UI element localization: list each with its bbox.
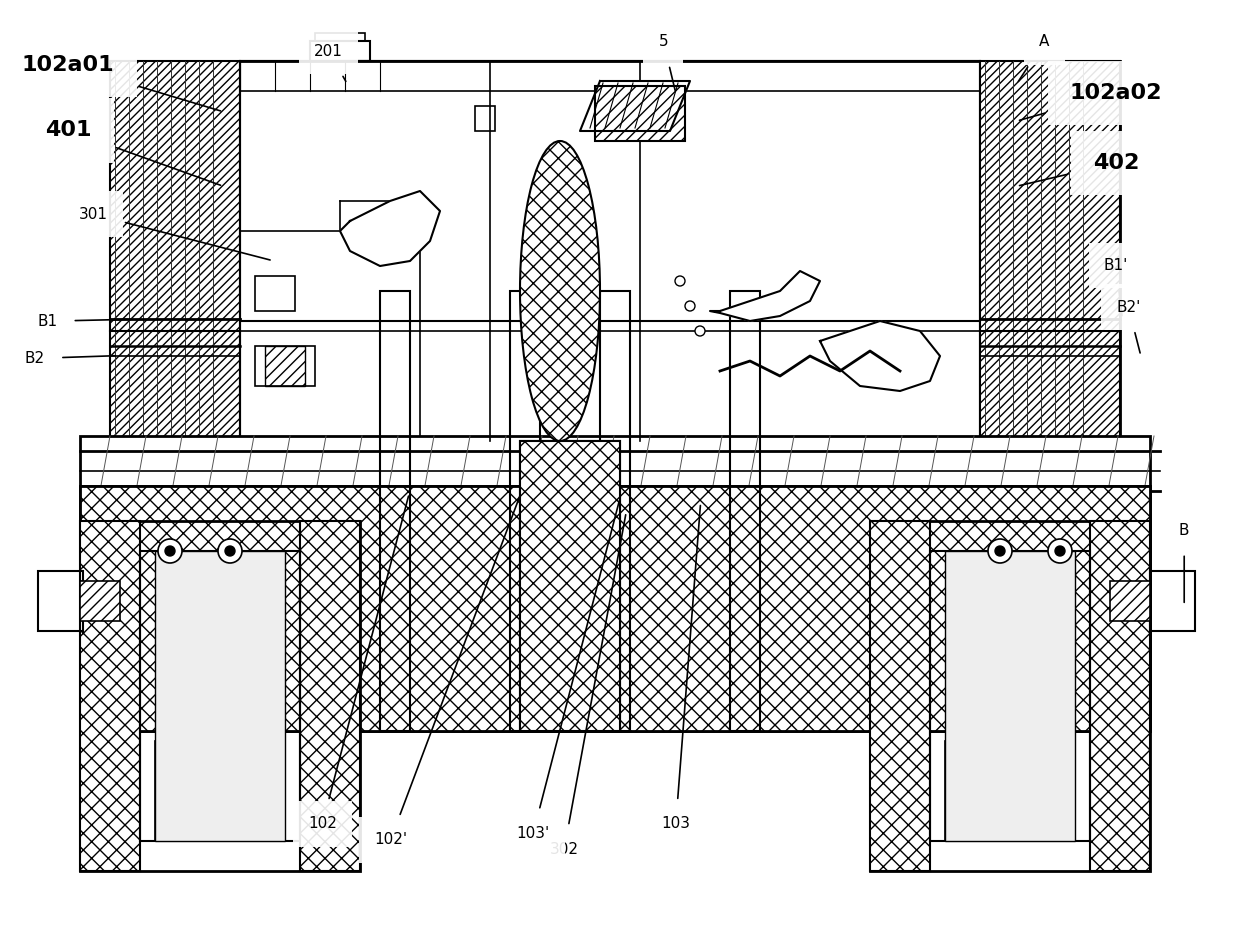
Text: 5: 5	[658, 34, 675, 90]
Bar	[38, 571, 83, 631]
Ellipse shape	[520, 141, 600, 441]
Circle shape	[994, 546, 1004, 556]
Bar	[81, 521, 140, 871]
Text: B1': B1'	[1104, 258, 1128, 316]
Bar	[155, 741, 285, 841]
Circle shape	[675, 276, 684, 286]
Bar	[930, 551, 1090, 841]
Polygon shape	[820, 321, 940, 391]
Circle shape	[988, 539, 1012, 563]
Bar	[255, 276, 295, 311]
Bar	[81, 521, 360, 871]
Circle shape	[157, 539, 182, 563]
Circle shape	[1055, 546, 1065, 556]
Bar	[255, 346, 315, 386]
Bar	[1149, 571, 1195, 631]
Bar	[510, 291, 539, 731]
Bar	[945, 551, 1075, 841]
Text: A: A	[1018, 34, 1049, 82]
Bar	[81, 581, 120, 621]
Bar	[870, 521, 1149, 871]
Text: B: B	[1179, 523, 1189, 602]
Bar	[1110, 581, 1149, 621]
Bar	[730, 291, 760, 731]
Bar	[310, 41, 370, 61]
Bar	[475, 106, 495, 131]
Bar	[520, 441, 620, 731]
Bar	[640, 106, 660, 131]
Bar	[140, 551, 300, 841]
Circle shape	[165, 546, 175, 556]
Text: 301: 301	[78, 207, 270, 260]
Text: B2': B2'	[1116, 300, 1141, 353]
Polygon shape	[711, 271, 820, 321]
Bar	[265, 346, 305, 386]
Bar	[945, 741, 1075, 841]
Bar	[81, 486, 1149, 731]
Text: 103: 103	[661, 506, 701, 831]
Bar	[520, 441, 620, 731]
Circle shape	[684, 301, 694, 311]
Bar	[110, 61, 241, 441]
Bar	[600, 291, 630, 731]
Text: 102a01: 102a01	[22, 55, 221, 111]
Text: 102a02: 102a02	[1019, 83, 1162, 120]
Bar	[81, 436, 1149, 491]
Text: 102: 102	[308, 496, 408, 831]
Bar	[870, 521, 930, 871]
Bar	[155, 551, 285, 841]
Polygon shape	[340, 191, 440, 266]
Text: 401: 401	[45, 120, 221, 185]
FancyBboxPatch shape	[595, 86, 684, 141]
Circle shape	[218, 539, 242, 563]
Text: 201: 201	[314, 44, 346, 81]
Text: B1: B1	[37, 314, 128, 329]
Bar	[81, 486, 1149, 731]
Bar	[980, 61, 1120, 441]
Text: 302: 302	[549, 515, 626, 857]
Circle shape	[224, 546, 236, 556]
Bar	[81, 486, 1149, 731]
Circle shape	[694, 326, 706, 336]
Polygon shape	[580, 81, 689, 131]
Bar	[1090, 521, 1149, 871]
Text: 103': 103'	[517, 501, 619, 841]
Bar	[315, 33, 365, 41]
Text: B2: B2	[25, 351, 115, 366]
Bar	[110, 61, 1120, 441]
Bar	[300, 521, 360, 871]
Text: 102': 102'	[374, 496, 520, 847]
Circle shape	[1048, 539, 1073, 563]
Bar	[241, 61, 980, 441]
Bar	[379, 291, 410, 731]
Text: 402: 402	[1019, 153, 1140, 185]
